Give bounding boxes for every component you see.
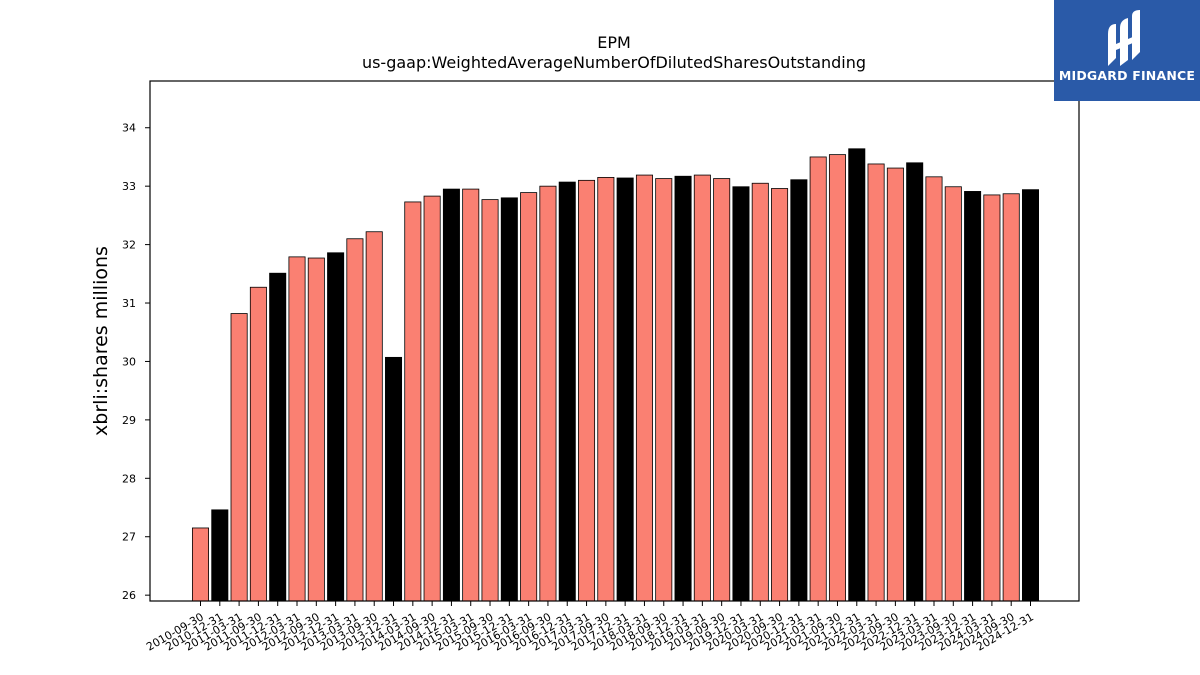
y-tick-label: 33 [122, 180, 136, 193]
bar [732, 186, 750, 602]
y-tick-label: 31 [122, 297, 136, 310]
bar [191, 527, 209, 602]
bar [520, 192, 538, 602]
bar [269, 272, 287, 602]
y-axis-label: xbrli:shares millions [90, 246, 112, 436]
bar [848, 148, 866, 602]
bar [404, 201, 422, 602]
bar [616, 177, 634, 602]
bar [655, 178, 673, 602]
bar [211, 509, 229, 602]
y-tick-label: 32 [122, 239, 136, 252]
bar [346, 238, 364, 602]
brand-logo: MIDGARD FINANCE [1054, 0, 1200, 101]
y-axis: 26 27 28 29 30 31 32 33 34 [122, 122, 150, 602]
chart-title: EPM [597, 33, 631, 52]
bar [423, 195, 441, 602]
bar [867, 163, 885, 602]
bar [713, 178, 731, 602]
bar [751, 182, 769, 602]
bar [597, 176, 615, 602]
bar [481, 199, 499, 602]
plot-frame [149, 80, 1080, 602]
bar [828, 154, 846, 602]
y-tick-label: 29 [122, 414, 136, 427]
bar [1021, 189, 1040, 602]
bar [327, 252, 345, 602]
bar [693, 174, 711, 602]
y-tick-label: 27 [122, 531, 136, 544]
bars-layer [191, 148, 1040, 602]
bar [578, 179, 596, 602]
bar [442, 188, 460, 602]
y-tick-label: 30 [122, 355, 136, 368]
bar [249, 286, 267, 602]
bar [809, 156, 827, 602]
bar [1002, 193, 1020, 602]
chart-subtitle: us-gaap:WeightedAverageNumberOfDilutedSh… [362, 53, 866, 72]
bar [925, 176, 943, 602]
bar [230, 313, 248, 602]
y-tick-label: 34 [122, 122, 136, 135]
bar [500, 197, 518, 602]
bar [462, 188, 480, 602]
bar [771, 188, 789, 602]
brand-name: MIDGARD FINANCE [1058, 68, 1196, 83]
bar [365, 231, 383, 602]
x-axis: 2010-09-302010-12-312011-03-312011-09-30… [144, 601, 1036, 654]
bar [539, 185, 557, 602]
bar [288, 256, 306, 602]
bar [558, 181, 576, 602]
bar [790, 179, 808, 602]
bar [983, 194, 1001, 602]
bar [307, 257, 325, 602]
bar [674, 175, 692, 602]
y-tick-label: 26 [122, 589, 136, 602]
bar [906, 162, 924, 602]
bar [964, 191, 982, 602]
bar [886, 167, 904, 602]
bar [944, 186, 962, 602]
midgard-logo-icon [1108, 10, 1140, 66]
bar [385, 356, 403, 602]
y-tick-label: 28 [122, 472, 136, 485]
bar [635, 174, 653, 602]
